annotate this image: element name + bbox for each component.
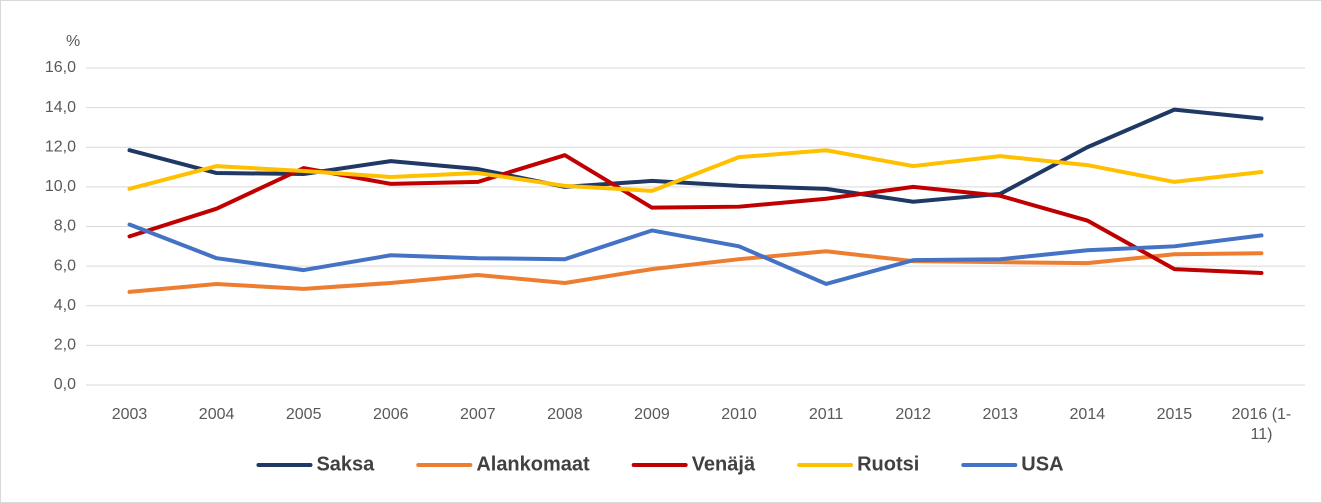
x-tick-label: 2011	[808, 406, 844, 423]
x-tick-label: 2014	[1069, 406, 1106, 423]
x-tick-label: 2012	[895, 406, 931, 423]
y-tick-label: 4,0	[54, 297, 76, 314]
y-axis-label: %	[66, 33, 80, 50]
x-tick-label: 2005	[285, 406, 322, 423]
y-tick-label: 14,0	[45, 99, 76, 116]
legend-label: Ruotsi	[857, 453, 919, 475]
x-tick-label: 2010	[721, 406, 757, 423]
x-tick-label: 2008	[547, 406, 583, 423]
legend-label: USA	[1021, 453, 1063, 475]
legend-label: Venäjä	[692, 453, 756, 475]
series-line	[127, 249, 1264, 294]
legend-label: Saksa	[316, 453, 375, 475]
x-tick-label: 2009	[634, 406, 670, 423]
y-tick-label: 2,0	[54, 337, 76, 354]
x-tick-label: 2015	[1156, 406, 1193, 423]
y-tick-label: 16,0	[45, 59, 76, 76]
y-tick-label: 8,0	[54, 218, 76, 235]
x-tick-label: 2013	[982, 406, 1019, 423]
x-tick-label: 2003	[111, 406, 148, 423]
x-tick-label: 2007	[460, 406, 496, 423]
x-tick-label: 2004	[198, 406, 235, 423]
y-tick-label: 10,0	[45, 178, 76, 195]
x-tick-label: 2006	[372, 406, 409, 423]
legend-label: Alankomaat	[476, 453, 590, 475]
x-tick-label: 2016 (1-11)	[1231, 406, 1292, 443]
series-line	[127, 222, 1264, 286]
y-tick-label: 6,0	[54, 257, 76, 274]
y-tick-label: 0,0	[54, 376, 76, 393]
series-line	[127, 148, 1264, 193]
y-tick-label: 12,0	[45, 138, 76, 155]
